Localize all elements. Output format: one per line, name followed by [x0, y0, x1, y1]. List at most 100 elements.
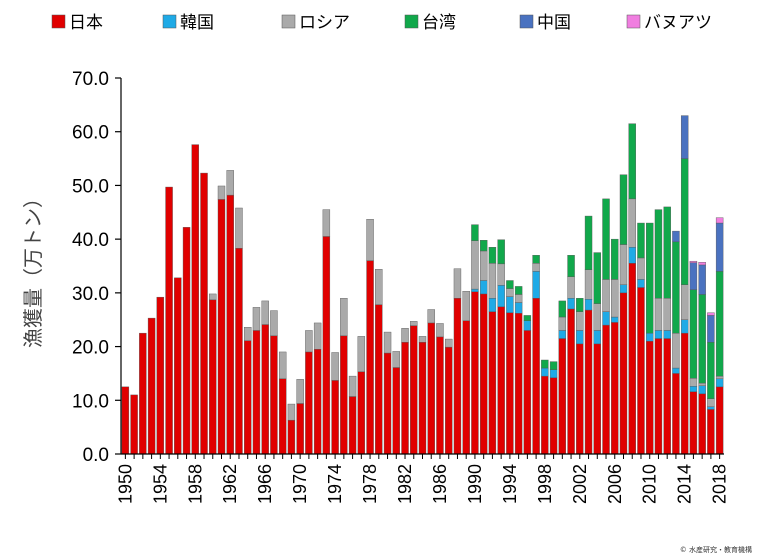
y-axis-label: 漁獲量（万トン） [21, 188, 45, 348]
x-tick-label: 1966 [255, 464, 275, 504]
bar-segment [628, 123, 636, 200]
bar-segment [479, 293, 488, 455]
bar-segment [244, 327, 252, 341]
x-tick-label: 2002 [570, 464, 590, 504]
bar-segment [226, 194, 234, 455]
bar-segment [637, 287, 645, 455]
bar-segment [462, 320, 470, 455]
bar-segment [479, 280, 488, 295]
bar-segment [654, 338, 663, 455]
bar-segment [593, 303, 601, 331]
bar-segment [611, 238, 619, 280]
bar-segment [427, 309, 435, 324]
bar-segment [576, 330, 584, 345]
bar-segment [593, 330, 601, 345]
bar-segment [410, 321, 418, 326]
bar-segment [602, 324, 610, 455]
bar-segment [296, 403, 304, 455]
bar-segment [602, 311, 610, 326]
bar-segment [654, 298, 663, 331]
bar-segment [715, 375, 724, 379]
bar-segment [698, 264, 706, 295]
bar-segment [680, 332, 689, 455]
bar-segment [217, 199, 226, 455]
bar-segment [514, 294, 523, 303]
bar-segment [707, 342, 715, 399]
bar-segment [191, 144, 199, 455]
x-tick-label: 1954 [150, 464, 170, 504]
bar-segment [698, 393, 706, 455]
x-tick-label: 1950 [115, 464, 135, 504]
bar-segment [680, 319, 689, 334]
x-tick-label: 2006 [605, 464, 625, 504]
bar-segment [584, 215, 593, 270]
bar-segment [497, 285, 505, 308]
x-tick-label: 1974 [325, 464, 345, 504]
legend-item: バヌアツ [626, 13, 712, 33]
bar-segment [445, 338, 453, 348]
bar-segment [689, 260, 698, 263]
bar-segment [514, 313, 523, 455]
bar-segment [453, 268, 462, 299]
bar-segment [532, 271, 540, 299]
bar-segment [331, 380, 339, 455]
bar-segment [715, 378, 724, 388]
bar-segment [567, 308, 575, 455]
x-tick-label: 1994 [500, 464, 520, 504]
bar-segment [576, 298, 584, 312]
bar-segment [619, 292, 628, 455]
bar-segment [305, 330, 313, 353]
bar-segment [523, 330, 532, 455]
bar-segment [663, 338, 671, 455]
bar-segment [611, 322, 619, 455]
bar-segment [672, 332, 680, 369]
bar-segment [252, 330, 261, 455]
bar-segment [488, 263, 497, 299]
bar-segment [689, 378, 698, 387]
bar-segment [514, 286, 523, 295]
bar-segment [593, 343, 601, 455]
bar-segment [602, 279, 610, 312]
y-tick-label: 60.0 [72, 123, 109, 144]
legend-swatch [404, 14, 419, 29]
bar-segment [357, 336, 366, 373]
bar-segment [689, 289, 698, 379]
y-tick-label: 40.0 [72, 230, 109, 251]
bar-segment [174, 277, 182, 455]
bar-segment [707, 398, 715, 407]
bar-segment [217, 185, 226, 200]
legend-swatch [51, 14, 66, 29]
bar-segment [593, 252, 601, 304]
legend-item: ロシア [281, 13, 350, 33]
bar-segment [663, 206, 671, 299]
bar-segment [488, 246, 497, 264]
bar-segment [715, 222, 724, 272]
bar-segment [436, 336, 444, 455]
bar-segment [549, 369, 558, 378]
bar-segment [689, 262, 698, 290]
bar-segment [584, 309, 593, 455]
bar-segment [523, 320, 532, 331]
bar-segment [707, 315, 715, 343]
bar-segment [139, 332, 147, 455]
bar-segment [270, 335, 278, 455]
bar-segment [235, 248, 243, 455]
bar-segment [611, 316, 619, 323]
bar-segment [646, 222, 654, 334]
bar-segment [453, 298, 462, 455]
bar-segment [541, 359, 549, 369]
bar-segment [401, 342, 409, 455]
bar-segment [506, 312, 514, 455]
bar-segment [488, 311, 497, 455]
legend-label: バヌアツ [644, 13, 712, 33]
bar-segment [654, 330, 663, 339]
bar-segment [121, 386, 130, 455]
bar-segment [680, 284, 689, 320]
bar-segment [715, 386, 724, 455]
legend-swatch [162, 14, 177, 29]
bar-segment [680, 115, 689, 159]
bar-segment [619, 244, 628, 285]
bar-segment [445, 346, 453, 455]
bar-segment [680, 158, 689, 286]
